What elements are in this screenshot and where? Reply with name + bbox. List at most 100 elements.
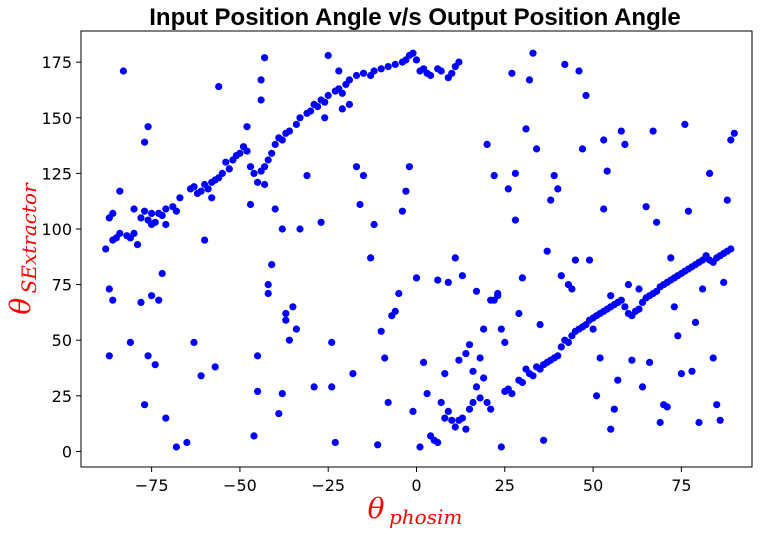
data-point (321, 98, 329, 106)
data-point (518, 378, 527, 387)
data-point (395, 289, 403, 298)
data-point (162, 205, 170, 213)
data-point (727, 245, 735, 253)
data-point (706, 169, 714, 177)
data-point (377, 65, 385, 73)
data-point (688, 367, 696, 375)
data-point (458, 414, 466, 422)
data-point (511, 169, 519, 177)
data-point (504, 185, 512, 193)
data-point (151, 218, 159, 226)
y-axis-label: θ SExtractor (4, 182, 41, 315)
data-point (405, 163, 413, 171)
data-point (162, 220, 170, 229)
data-point (483, 398, 491, 407)
data-point (593, 392, 601, 400)
data-point (215, 83, 223, 91)
data-point (109, 296, 117, 304)
data-point (451, 254, 459, 262)
data-point (614, 376, 622, 384)
data-point (494, 289, 502, 298)
data-point (254, 387, 262, 395)
data-point (469, 398, 477, 407)
data-point (423, 390, 431, 398)
data-point (250, 432, 258, 440)
data-point (522, 125, 530, 133)
data-point (621, 303, 629, 311)
data-point (391, 60, 399, 68)
data-point (561, 60, 569, 68)
data-point (285, 127, 293, 135)
data-point (476, 354, 484, 362)
data-point (585, 256, 594, 264)
data-point (208, 194, 216, 202)
data-point (292, 325, 300, 333)
data-point (328, 338, 336, 346)
data-point (264, 289, 272, 298)
x-tick-label: 25 (495, 476, 515, 495)
data-point (610, 405, 618, 413)
data-point (550, 172, 558, 180)
data-point (691, 318, 700, 326)
data-point (723, 196, 731, 204)
data-point (345, 100, 353, 108)
data-point (356, 200, 364, 209)
data-point (720, 278, 728, 286)
data-point (384, 398, 392, 407)
data-point (713, 401, 721, 409)
data-point (649, 127, 657, 135)
x-tick-label: 50 (583, 476, 603, 495)
data-point (441, 414, 449, 422)
data-point (437, 398, 445, 407)
data-point (571, 256, 580, 264)
data-point (324, 51, 332, 60)
data-point (674, 332, 682, 340)
data-point (518, 274, 527, 282)
data-point (246, 163, 255, 171)
y-tick-label: 125 (41, 164, 72, 183)
data-point (596, 354, 604, 362)
x-tick-label: 75 (671, 476, 691, 495)
data-point (646, 358, 654, 366)
data-point (455, 356, 463, 364)
plot-area (80, 30, 753, 468)
data-point (465, 405, 474, 413)
data-point (190, 183, 198, 191)
data-point (254, 178, 262, 186)
data-point (635, 285, 643, 293)
x-axis-label: θ phosim (368, 492, 463, 529)
data-point (314, 103, 322, 111)
data-point (600, 205, 608, 213)
y-tick-label: 150 (41, 109, 72, 128)
data-point (261, 54, 269, 62)
y-tick-label: 50 (52, 331, 72, 350)
data-point (359, 69, 368, 77)
data-point (243, 147, 251, 155)
data-point (254, 352, 262, 360)
data-point (727, 136, 735, 144)
data-point (607, 425, 615, 433)
data-point (600, 136, 608, 144)
data-point (370, 67, 378, 75)
data-point (268, 149, 276, 157)
y-tick-label: 25 (52, 387, 72, 406)
data-point (296, 225, 304, 233)
data-point (416, 443, 424, 451)
data-point (105, 285, 113, 293)
data-point (412, 274, 421, 282)
data-point (328, 383, 336, 391)
data-point (218, 169, 226, 177)
data-point (162, 414, 170, 422)
data-point (480, 374, 488, 382)
data-point (536, 321, 544, 329)
data-point (271, 140, 279, 148)
data-point (564, 338, 573, 346)
data-point (282, 316, 290, 324)
data-point (183, 438, 191, 447)
data-point (172, 207, 180, 215)
data-point (448, 69, 456, 77)
data-point (412, 56, 421, 64)
data-point (465, 341, 474, 349)
data-point (374, 441, 382, 449)
data-point (352, 71, 361, 80)
